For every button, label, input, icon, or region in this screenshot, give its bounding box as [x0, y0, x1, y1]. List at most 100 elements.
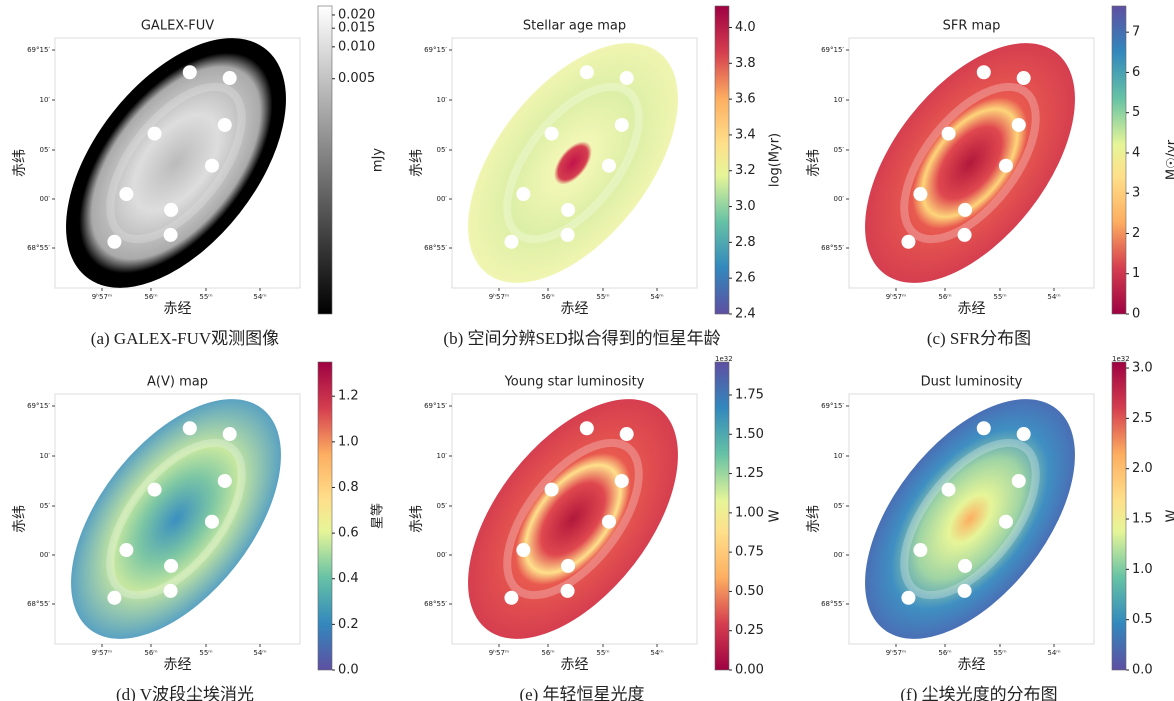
colorbar-tick-label: 0.4	[338, 571, 359, 586]
masked-source	[516, 543, 530, 557]
x-tick-label: 56ᵐ	[541, 649, 554, 657]
x-tick-label: 9ʰ57ᵐ	[489, 293, 510, 301]
x-tick-label: 9ʰ57ᵐ	[489, 649, 510, 657]
colorbar-tick-label: 6	[1132, 65, 1140, 80]
masked-source	[148, 483, 162, 497]
colorbar	[715, 6, 729, 314]
colorbar-tick-label: 0.0	[338, 663, 359, 678]
colorbar-tick-label: 1.0	[1132, 562, 1153, 577]
colorbar-tick-label: 0.005	[338, 71, 375, 86]
x-axis-label: 赤经	[958, 657, 986, 673]
masked-source	[615, 118, 629, 132]
masked-source	[218, 118, 232, 132]
x-tick-label: 54ᵐ	[1047, 293, 1060, 301]
colorbar-tick-label: 0.25	[735, 623, 764, 638]
colorbar-tick-label: 5	[1132, 105, 1140, 120]
y-tick-label: 10′	[437, 96, 448, 104]
masked-source	[545, 127, 559, 141]
x-tick-label: 56ᵐ	[938, 293, 951, 301]
colorbar-tick-label: 3.4	[735, 127, 756, 142]
y-tick-label: 69°15′	[424, 46, 447, 54]
masked-source	[148, 127, 162, 141]
y-tick-label: 00′	[40, 195, 51, 203]
colorbar-tick-label: 3.6	[735, 92, 756, 107]
panel-title: GALEX-FUV	[141, 19, 214, 34]
panel-title: Dust luminosity	[921, 375, 1023, 390]
figure: GALEX-FUV 9ʰ57ᵐ 56ᵐ 55ᵐ 54ᵐ 69°15′ 10′ 05′ 00′ 68…	[0, 0, 1174, 701]
y-tick-label: 10′	[40, 452, 51, 460]
colorbar	[715, 362, 729, 670]
y-axis-label: 赤纬	[806, 149, 822, 177]
masked-source	[223, 427, 237, 441]
masked-source	[580, 65, 594, 79]
masked-source	[977, 65, 991, 79]
masked-source	[942, 483, 956, 497]
colorbar-tick-label: 1.50	[735, 427, 764, 442]
colorbar-tick-label: 3.0	[1132, 361, 1153, 376]
masked-source	[516, 187, 530, 201]
colorbar	[318, 6, 332, 314]
y-axis-label: 赤纬	[806, 505, 822, 533]
x-tick-label: 56ᵐ	[938, 649, 951, 657]
caption: (c) SFR分布图	[927, 329, 1031, 348]
colorbar	[1112, 6, 1126, 314]
colorbar-tick-label: 2.8	[735, 235, 756, 250]
masked-source	[504, 235, 518, 249]
colorbar-tick-label: 3	[1132, 186, 1140, 201]
x-tick-label: 9ʰ57ᵐ	[92, 293, 113, 301]
masked-source	[958, 584, 972, 598]
masked-source	[901, 235, 915, 249]
masked-source	[205, 159, 219, 173]
colorbar-label: mJy	[371, 148, 386, 172]
colorbar-label: W	[1165, 509, 1174, 522]
y-tick-label: 00′	[834, 551, 845, 559]
x-tick-label: 54ᵐ	[650, 293, 663, 301]
x-tick-label: 56ᵐ	[541, 293, 554, 301]
masked-source	[580, 421, 594, 435]
colorbar-tick-label: 4	[1132, 145, 1140, 160]
colorbar-tick-label: 3.8	[735, 56, 756, 71]
y-tick-label: 05′	[40, 502, 51, 510]
masked-source	[602, 515, 616, 529]
caption: (a) GALEX-FUV观测图像	[91, 329, 279, 348]
panel-title: Stellar age map	[523, 19, 626, 34]
colorbar-label: 星等	[370, 503, 386, 529]
caption: (d) V波段尘埃消光	[116, 685, 254, 701]
masked-source	[913, 187, 927, 201]
caption: (f) 尘埃光度的分布图	[900, 685, 1057, 701]
masked-source	[164, 584, 178, 598]
masked-source	[942, 127, 956, 141]
colorbar-label: W	[768, 509, 783, 522]
caption: (b) 空间分辨SED拟合得到的恒星年龄	[443, 329, 720, 348]
x-tick-label: 9ʰ57ᵐ	[886, 293, 907, 301]
y-tick-label: 68°55′	[27, 600, 50, 608]
colorbar	[318, 362, 332, 670]
masked-source	[164, 203, 178, 217]
masked-source	[602, 159, 616, 173]
x-axis-label: 赤经	[164, 657, 192, 673]
masked-source	[119, 543, 133, 557]
colorbar-tick-label: 1.2	[338, 389, 359, 404]
masked-source	[620, 427, 634, 441]
x-tick-label: 56ᵐ	[144, 293, 157, 301]
masked-source	[977, 421, 991, 435]
y-tick-label: 10′	[834, 452, 845, 460]
masked-source	[183, 421, 197, 435]
panel: Young star luminosity9ʰ57ᵐ56ᵐ55ᵐ54ᵐ69°15…	[409, 355, 783, 701]
masked-source	[958, 203, 972, 217]
y-tick-label: 05′	[834, 146, 845, 154]
colorbar-tick-label: 0.00	[735, 663, 764, 678]
x-axis-label: 赤经	[561, 657, 589, 673]
colorbar-tick-label: 0.015	[338, 21, 375, 36]
colorbar-tick-label: 1.25	[735, 466, 764, 481]
x-axis-label: 赤经	[958, 301, 986, 317]
y-tick-label: 05′	[437, 502, 448, 510]
caption: (e) 年轻恒星光度	[519, 685, 644, 701]
masked-source	[561, 559, 575, 573]
x-tick-label: 55ᵐ	[993, 293, 1006, 301]
masked-source	[107, 235, 121, 249]
x-axis-label: 赤经	[561, 301, 589, 317]
colorbar-offset: 1e32	[715, 355, 733, 363]
colorbar-tick-label: 0.2	[338, 617, 359, 632]
